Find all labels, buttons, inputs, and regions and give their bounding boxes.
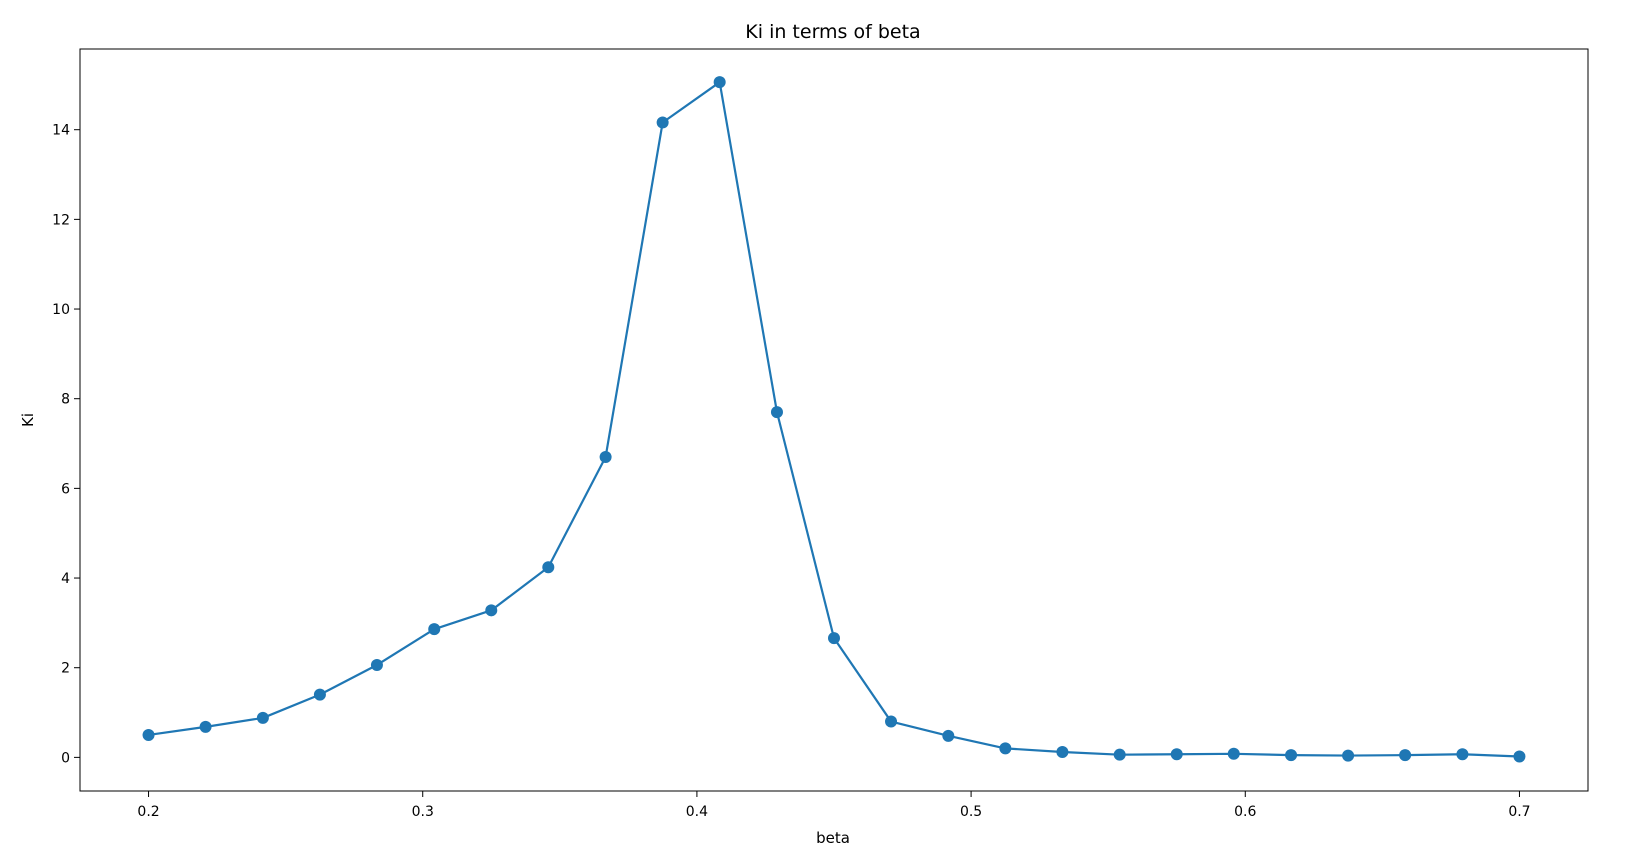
data-point <box>599 450 612 463</box>
data-point <box>1342 749 1355 762</box>
y-axis: 0 2 4 6 8 10 12 14 <box>52 123 80 766</box>
data-point <box>370 659 383 672</box>
data-point <box>428 623 441 636</box>
data-point <box>1456 748 1469 761</box>
data-point <box>1056 745 1069 758</box>
y-tick-label: 4 <box>61 571 70 587</box>
data-point <box>885 715 898 728</box>
data-point <box>1513 750 1526 763</box>
x-tick-label: 0.2 <box>137 804 159 820</box>
x-axis: 0.2 0.3 0.4 0.5 0.6 0.7 <box>137 791 1531 820</box>
data-point <box>1285 749 1298 762</box>
data-point <box>656 116 669 129</box>
y-tick-label: 6 <box>61 481 70 497</box>
data-point <box>256 711 269 724</box>
data-point <box>485 604 498 617</box>
y-axis-label: Ki <box>19 413 37 427</box>
x-tick-label: 0.5 <box>960 804 982 820</box>
plot-area <box>142 76 1526 763</box>
data-point <box>713 76 726 89</box>
x-tick-label: 0.4 <box>686 804 708 820</box>
y-tick-label: 2 <box>61 661 70 677</box>
x-tick-label: 0.3 <box>412 804 434 820</box>
data-point <box>542 561 555 574</box>
x-tick-label: 0.6 <box>1234 804 1256 820</box>
x-tick-label: 0.7 <box>1508 804 1530 820</box>
data-point <box>1113 748 1126 761</box>
data-point <box>1399 749 1412 762</box>
y-tick-label: 14 <box>52 123 70 139</box>
y-tick-label: 8 <box>61 392 70 408</box>
data-point <box>770 406 783 419</box>
data-point <box>1170 748 1183 761</box>
x-axis-label: beta <box>816 829 850 847</box>
data-point <box>1227 747 1240 760</box>
data-point <box>999 742 1012 755</box>
axes-frame <box>79 48 1589 792</box>
y-tick-label: 12 <box>52 212 70 228</box>
data-point <box>942 729 955 742</box>
data-point <box>828 632 840 645</box>
chart-title: Ki in terms of beta <box>745 21 920 43</box>
data-point <box>142 728 155 741</box>
y-tick-label: 0 <box>61 750 70 766</box>
data-point <box>199 720 212 733</box>
y-tick-label: 10 <box>52 302 70 318</box>
data-point <box>313 688 326 701</box>
